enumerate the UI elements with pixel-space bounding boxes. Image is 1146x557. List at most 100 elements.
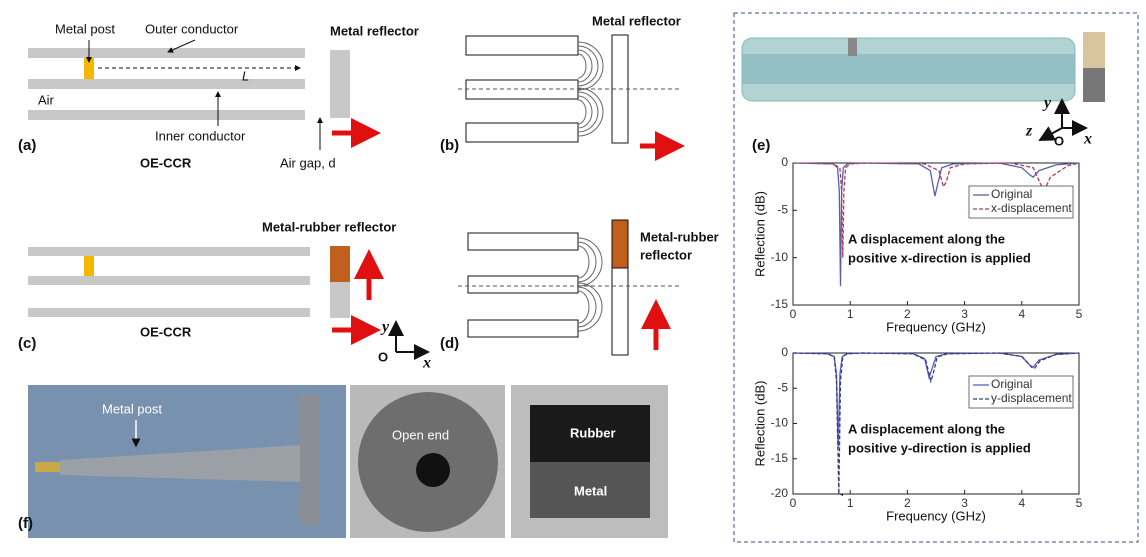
x-tick-label: 3 <box>961 307 968 321</box>
label: Outer conductor <box>145 21 239 36</box>
outer-conductor <box>28 308 310 317</box>
metal <box>330 282 350 318</box>
inner-conductor <box>28 276 310 285</box>
field-lines <box>577 237 603 332</box>
x-tick-label: 0 <box>790 307 797 321</box>
conductor <box>465 35 579 56</box>
panel-label: (a) <box>18 137 36 154</box>
axis-label: y <box>1042 95 1052 112</box>
y-tick-label: -20 <box>771 486 789 500</box>
metal <box>530 462 650 518</box>
panel-b: Metal reflector (b) <box>440 13 685 161</box>
frame <box>733 12 1139 543</box>
axis-label: x <box>422 355 431 372</box>
connector <box>35 462 60 472</box>
panel-e: y z O x (e) <box>733 12 1139 543</box>
flange <box>300 395 320 525</box>
outer-conductor <box>28 110 305 120</box>
cylinder <box>60 445 300 482</box>
x-tick-label: 3 <box>961 496 968 510</box>
axis-label: y <box>380 319 390 336</box>
label: Air gap, d <box>280 155 336 170</box>
conductor <box>467 275 579 294</box>
y-axis-label: Reflection (dB) <box>752 381 767 467</box>
x-tick-label: 1 <box>847 496 854 510</box>
inner-3d <box>742 54 1075 84</box>
y-tick-label: -10 <box>771 250 789 264</box>
panel-label: (d) <box>440 335 459 352</box>
legend <box>968 185 1074 219</box>
inner-conductor <box>28 79 305 89</box>
y-tick-label: -10 <box>771 416 789 430</box>
label: Metal <box>574 483 607 498</box>
label: Metal reflector <box>330 23 419 38</box>
metal-3d <box>1083 68 1105 102</box>
legend-label: Original <box>991 377 1032 391</box>
panel-label: (b) <box>440 137 459 154</box>
x-tick-label: 2 <box>904 496 911 510</box>
label: Metal post <box>102 401 162 416</box>
axis-label: O <box>1054 133 1064 148</box>
x-axis-label: Frequency (GHz) <box>886 508 986 523</box>
field-lines <box>577 41 604 137</box>
label: Rubber <box>570 425 616 440</box>
x-tick-label: 2 <box>904 307 911 321</box>
conductor <box>465 122 579 143</box>
reflector <box>330 50 350 118</box>
outer-conductor <box>28 247 310 256</box>
conductor <box>467 232 579 251</box>
panel-d: Metal-rubber reflector (d) <box>440 219 719 356</box>
panel-f: Metal post Open end Rubber Metal (f) <box>18 385 668 538</box>
label: Metal reflector <box>592 13 681 28</box>
x-tick-label: 5 <box>1076 307 1083 321</box>
axis-label: z <box>1025 123 1033 140</box>
panel-label: (f) <box>18 515 33 532</box>
label: reflector <box>640 247 692 262</box>
legend-label: y-displacement <box>991 391 1072 405</box>
axis-label: O <box>378 349 388 364</box>
y-axis-label: Reflection (dB) <box>752 191 767 277</box>
caption: OE-CCR <box>140 155 192 170</box>
metal-post <box>84 256 94 276</box>
y-tick-label: -5 <box>777 203 788 217</box>
x-tick-label: 0 <box>790 496 797 510</box>
label: Metal-rubber <box>640 229 719 244</box>
y-tick-label: 0 <box>781 155 788 169</box>
label: Inner conductor <box>155 128 246 143</box>
panel-a: Metal post Outer conductor L Air Inner c… <box>18 21 419 170</box>
panel-label: (e) <box>752 137 770 154</box>
legend-label: x-displacement <box>991 201 1072 215</box>
x-tick-label: 5 <box>1076 496 1083 510</box>
label: Metal-rubber reflector <box>262 219 396 234</box>
panel-label: (c) <box>18 335 36 352</box>
series-line <box>792 352 1080 495</box>
annotation: A displacement along the <box>848 231 1005 246</box>
rubber <box>530 405 650 462</box>
label: Air <box>38 92 55 107</box>
legend-label: Original <box>991 187 1032 201</box>
rubber <box>611 219 629 269</box>
rubber <box>330 246 350 282</box>
x-axis-label: Frequency (GHz) <box>886 319 986 334</box>
series-line <box>792 162 1080 287</box>
y-tick-label: -15 <box>771 297 789 311</box>
metal-post <box>84 58 94 79</box>
panel-c: y O x Metal-rubber reflector OE-CCR (c) <box>18 219 431 371</box>
conductor <box>467 319 579 338</box>
y-tick-label: -15 <box>771 451 789 465</box>
axis <box>1038 126 1063 141</box>
pointer <box>167 39 196 53</box>
x-tick-label: 4 <box>1018 496 1025 510</box>
annotation: positive y-direction is applied <box>848 440 1031 455</box>
metal <box>611 267 629 356</box>
open-end <box>416 453 450 487</box>
x-tick-label: 1 <box>847 307 854 321</box>
post-3d <box>848 38 857 56</box>
annotation: positive x-direction is applied <box>848 250 1031 265</box>
x-tick-label: 4 <box>1018 307 1025 321</box>
axis-label: x <box>1083 131 1092 148</box>
label: Open end <box>392 427 449 442</box>
label: L <box>242 68 249 83</box>
caption: OE-CCR <box>140 324 192 339</box>
